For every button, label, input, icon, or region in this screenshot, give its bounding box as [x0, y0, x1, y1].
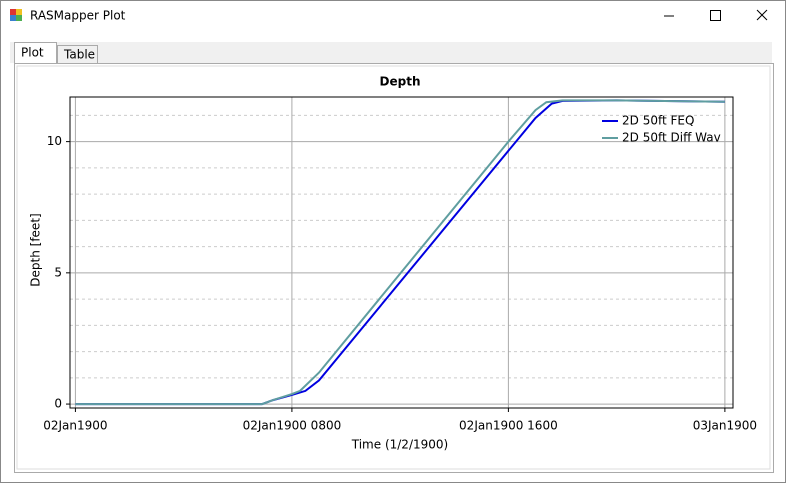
- x-tick-label: 02Jan1900 0800: [243, 419, 342, 433]
- plot-frame: [69, 96, 734, 409]
- app-icon: [10, 9, 16, 15]
- x-axis-label: Time (1/2/1900): [351, 438, 448, 452]
- x-tick-label: 02Jan1900 1600: [459, 419, 558, 433]
- x-tick-label: 02Jan1900: [43, 419, 107, 433]
- close-button[interactable]: [756, 9, 768, 21]
- y-tick-label: 5: [54, 265, 62, 279]
- app-icon: [16, 15, 22, 21]
- x-tick-label: 03Jan1900: [693, 419, 757, 433]
- window-title: RASMapper Plot: [30, 9, 126, 23]
- tab-strip: [10, 42, 772, 63]
- legend-label: 2D 50ft FEQ: [622, 114, 694, 128]
- series-line: [75, 99, 725, 406]
- tab-label[interactable]: Table: [63, 48, 95, 62]
- app-icon: [16, 9, 22, 15]
- legend-label: 2D 50ft Diff Wav: [622, 131, 721, 145]
- y-tick-label: 0: [54, 397, 62, 411]
- y-tick-label: 10: [47, 134, 62, 148]
- maximize-button[interactable]: [710, 10, 721, 21]
- tab-label[interactable]: Plot: [21, 46, 44, 60]
- y-axis-label: Depth [feet]: [29, 213, 43, 286]
- app-icon: [10, 15, 16, 21]
- chart-title: Depth: [380, 75, 421, 89]
- chart-area: [16, 65, 771, 470]
